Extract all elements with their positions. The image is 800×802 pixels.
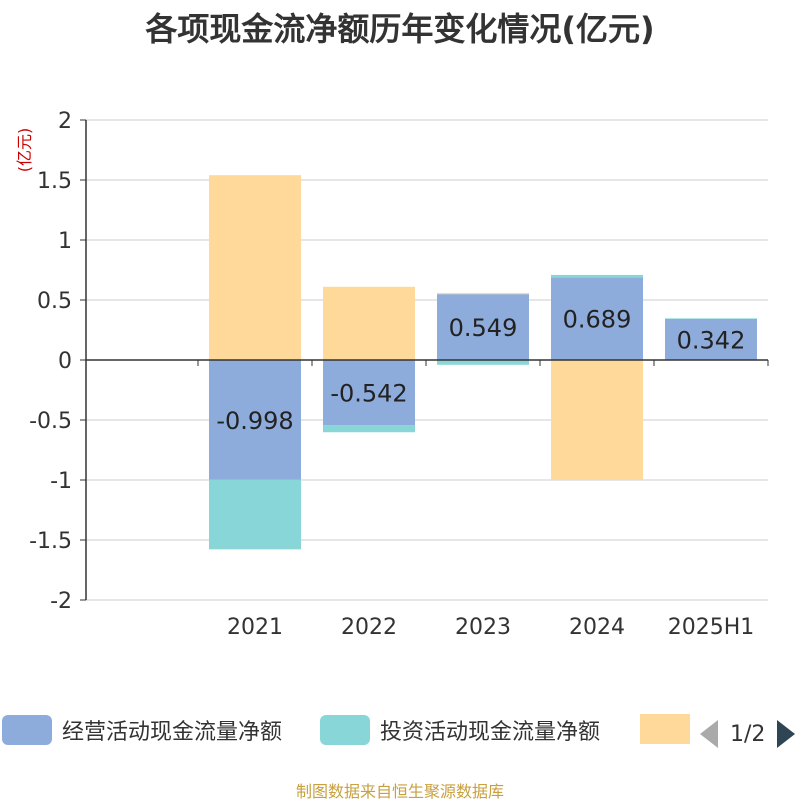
legend-prev-arrow-icon[interactable] bbox=[700, 720, 718, 748]
legend-pager: 1/2 bbox=[700, 720, 796, 748]
data-source-note: 制图数据来自恒生聚源数据库 bbox=[295, 782, 504, 801]
bar-series-2-2021 bbox=[209, 175, 301, 360]
data-label-2022: -0.542 bbox=[330, 380, 407, 408]
bar-series-0-2023 bbox=[437, 294, 529, 360]
bar-series-1-2023 bbox=[437, 360, 529, 365]
legend-item-financing[interactable] bbox=[640, 714, 690, 744]
legend-label-operating: 经营活动现金流量净额 bbox=[62, 720, 283, 745]
x-tick-label-2022: 2022 bbox=[341, 615, 397, 640]
y-tick-label: -2 bbox=[50, 589, 72, 614]
bar-series-2-2023 bbox=[437, 292, 529, 295]
x-tick-label-2021: 2021 bbox=[227, 615, 283, 640]
bar-series-2-2024 bbox=[551, 360, 643, 480]
legend-page-indicator: 1/2 bbox=[730, 721, 766, 747]
bar-series-1-2022 bbox=[323, 425, 415, 433]
y-tick-label: 0.5 bbox=[37, 289, 72, 314]
chart-title: 各项现金流净额历年变化情况(亿元) bbox=[145, 10, 655, 48]
bar-series-1-2025H1 bbox=[665, 318, 757, 319]
y-tick-label: 2 bbox=[58, 109, 72, 134]
legend-label-investing: 投资活动现金流量净额 bbox=[380, 720, 601, 745]
bar-series-1-2021 bbox=[209, 479, 301, 550]
bar-series-2-2022 bbox=[323, 286, 415, 360]
bar-series-1-2024 bbox=[551, 274, 643, 278]
legend-item-operating[interactable]: 经营活动现金流量净额 bbox=[2, 714, 282, 746]
legend-next-arrow-icon[interactable] bbox=[777, 720, 796, 748]
legend-item-investing[interactable]: 投资活动现金流量净额 bbox=[320, 714, 600, 746]
chart-legend: 经营活动现金流量净额 投资活动现金流量净额 bbox=[0, 714, 800, 758]
legend-swatch-operating bbox=[2, 715, 52, 745]
y-tick-label: 1.5 bbox=[37, 169, 72, 194]
legend-swatch-investing bbox=[320, 715, 370, 745]
bar-series-0-2024 bbox=[551, 277, 643, 360]
bar-series-0-2025H1 bbox=[665, 318, 757, 360]
data-label-2021: -0.998 bbox=[216, 407, 293, 435]
bar-series-0-2022 bbox=[323, 360, 415, 426]
data-label-2025H1: 0.342 bbox=[677, 326, 746, 354]
y-tick-label: 0 bbox=[58, 349, 72, 374]
y-tick-label: -1 bbox=[50, 469, 72, 494]
y-tick-label: 1 bbox=[58, 229, 72, 254]
x-tick-label-2023: 2023 bbox=[455, 615, 511, 640]
y-tick-label: -0.5 bbox=[29, 409, 72, 434]
x-tick-label-2025H1: 2025H1 bbox=[668, 615, 755, 640]
data-label-2024: 0.689 bbox=[563, 306, 632, 334]
legend-swatch-financing bbox=[640, 714, 690, 744]
chart-plot: -2 -1.5 -1 -0.5 0 0.5 1 1.5 2 -0.998 -0.542 0.549 0.… bbox=[29, 109, 769, 640]
data-label-2023: 0.549 bbox=[449, 314, 518, 342]
y-tick-label: -1.5 bbox=[29, 529, 72, 554]
x-tick-label-2024: 2024 bbox=[569, 615, 625, 640]
bar-series-0-2021 bbox=[209, 360, 301, 480]
